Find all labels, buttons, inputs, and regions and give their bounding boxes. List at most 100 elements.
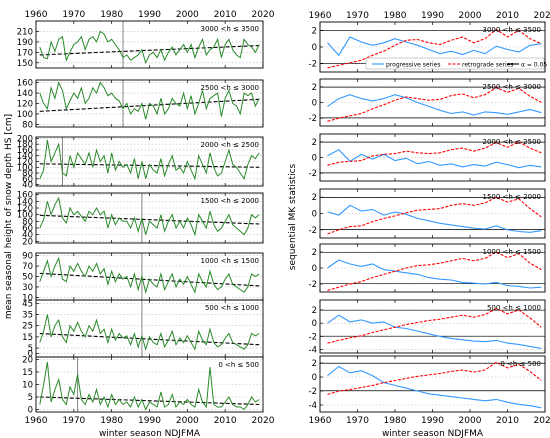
hs-top-x-tick-label: 2010 bbox=[214, 10, 237, 20]
mk-y-tick-label: 2 bbox=[312, 359, 317, 369]
hs-panel-frame bbox=[35, 79, 264, 128]
retrograde-series-line bbox=[327, 307, 542, 344]
mk-panel-3: -2 0 2 2000 <h ≤ 2500 bbox=[309, 133, 546, 182]
hs-panel-label: 1500 <h ≤ 2000 bbox=[201, 197, 259, 205]
hs-y-tick-label: 100 bbox=[17, 163, 33, 173]
mk-bottom-x-tick-label: 1960 bbox=[309, 416, 332, 426]
mk-panel-frame bbox=[319, 243, 546, 293]
mk-y-tick-label: -2 bbox=[309, 332, 317, 342]
progressive-series-line bbox=[327, 149, 542, 169]
hs-y-tick-label: 140 bbox=[17, 197, 33, 207]
hs-y-tick-label: 170 bbox=[17, 48, 33, 58]
mk-panel-label: 0 <h ≤ 500 bbox=[500, 360, 541, 368]
mk-panel-label: 1000 <h ≤ 1500 bbox=[483, 248, 541, 256]
mk-y-tick-label: -2 bbox=[309, 169, 317, 179]
mk-y-tick-label: -4 bbox=[309, 401, 317, 411]
mk-panel-frame bbox=[319, 78, 546, 127]
mk-y-tick-label: 0 bbox=[312, 264, 317, 274]
hs-panel-frame bbox=[35, 20, 264, 69]
hs-y-tick-label: 60 bbox=[22, 224, 33, 234]
mk-top-x-tick-label: 2020 bbox=[534, 11, 550, 21]
hs-bottom-x-tick-label: 2010 bbox=[214, 416, 237, 426]
hs-panel-content bbox=[39, 21, 260, 68]
hs-panel-label: 0 <h ≤ 500 bbox=[218, 361, 259, 369]
mk-y-tick-label: -2 bbox=[309, 226, 317, 236]
mk-panel-label: 2000 <h ≤ 2500 bbox=[483, 138, 541, 146]
mk-bottom-x-tick-label: 2020 bbox=[534, 416, 550, 426]
hs-y-tick-label: 20 bbox=[22, 356, 33, 366]
hs-y-tick-label: 200 bbox=[17, 134, 33, 144]
mk-panel-4: -2 0 2 1500 <h ≤ 2000 bbox=[309, 188, 546, 239]
progressive-series-line bbox=[327, 259, 542, 289]
mk-y-tick-label: -2 bbox=[309, 387, 317, 397]
mk-y-tick-label: -4 bbox=[309, 346, 317, 356]
hs-y-tick-label: 30 bbox=[22, 283, 33, 293]
hs-panel-frame bbox=[35, 136, 264, 187]
retrograde-series-line bbox=[327, 28, 542, 69]
hs-panel-label: 2500 <h ≤ 3000 bbox=[201, 84, 259, 92]
mk-x-axis-label: winter season NDJFMA bbox=[382, 429, 484, 438]
mk-chart-group: 1960196019701970198019801990199020002000… bbox=[288, 11, 550, 438]
mk-panel-6: -4 -2 0 2 500 <h ≤ 1000 bbox=[309, 299, 546, 356]
hs-panel-content bbox=[39, 80, 260, 127]
hs-panel-content bbox=[39, 193, 260, 243]
trend-line bbox=[39, 396, 260, 406]
mk-panel-content bbox=[320, 361, 545, 409]
mk-panel-content bbox=[320, 251, 545, 291]
mk-panel-label: 3000 <h ≤ 3500 bbox=[483, 26, 541, 34]
hs-y-tick-label: 90 bbox=[22, 252, 33, 262]
mk-y-tick-label: 0 bbox=[312, 373, 317, 383]
hs-y-tick-label: 5 bbox=[28, 393, 33, 403]
hs-y-tick-label: 20 bbox=[22, 237, 33, 247]
mk-bottom-x-tick-label: 2000 bbox=[459, 416, 482, 426]
mk-y-tick-label: 2 bbox=[312, 248, 317, 258]
hs-panel-label: 2000 <h ≤ 2500 bbox=[201, 141, 259, 149]
hs-panel-frame bbox=[35, 356, 264, 413]
mk-y-tick-label: -2 bbox=[309, 280, 317, 290]
hs-panel-content bbox=[39, 253, 260, 300]
mk-panel-label: 2500 <h ≤ 3000 bbox=[483, 83, 541, 91]
hs-top-x-tick-label: 1970 bbox=[62, 10, 85, 20]
snow-depth-series-line bbox=[39, 139, 260, 181]
mk-panel-content bbox=[320, 196, 545, 235]
mk-y-tick-label: 0 bbox=[312, 154, 317, 164]
mk-y-tick-label: 2 bbox=[312, 83, 317, 93]
progressive-series-line bbox=[327, 94, 542, 116]
mk-top-x-tick-label: 1980 bbox=[384, 11, 407, 21]
hs-y-tick-label: 10 bbox=[22, 293, 33, 303]
mk-panel-content bbox=[320, 86, 545, 122]
hs-panel-content bbox=[39, 300, 260, 357]
hs-y-tick-label: 160 bbox=[17, 146, 33, 156]
mk-bottom-x-tick-label: 2010 bbox=[496, 416, 519, 426]
hs-bottom-x-tick-label: 2000 bbox=[176, 416, 199, 426]
trend-line bbox=[39, 44, 260, 56]
retrograde-series-line bbox=[327, 86, 542, 122]
mk-panel-content bbox=[320, 141, 545, 174]
hs-y-tick-label: 10 bbox=[22, 381, 33, 391]
hs-y-tick-label: 160 bbox=[17, 79, 33, 89]
hs-bottom-x-tick-label: 1970 bbox=[62, 416, 85, 426]
hs-y-tick-label: 15 bbox=[22, 333, 33, 343]
mk-top-x-tick-label: 2000 bbox=[459, 11, 482, 21]
mk-bottom-x-tick-label: 1980 bbox=[384, 416, 407, 426]
hs-panel-label: 1000 <h ≤ 1500 bbox=[201, 257, 259, 265]
hs-y-tick-label: 180 bbox=[17, 140, 33, 150]
hs-y-tick-label: 140 bbox=[17, 152, 33, 162]
mk-y-tick-label: 2 bbox=[312, 193, 317, 203]
hs-y-tick-label: 35 bbox=[22, 311, 33, 321]
hs-y-tick-label: 50 bbox=[22, 273, 33, 283]
snow-depth-series-line bbox=[39, 196, 260, 237]
hs-y-tick-label: 120 bbox=[17, 204, 33, 214]
hs-panel-content bbox=[39, 137, 260, 186]
mk-y-tick-label: 0 bbox=[312, 319, 317, 329]
hs-panel-label: 500 <h ≤ 1000 bbox=[205, 304, 259, 312]
hs-top-x-tick-label: 1990 bbox=[138, 10, 161, 20]
hs-y-tick-label: 140 bbox=[17, 89, 33, 99]
snow-depth-series-line bbox=[39, 256, 260, 295]
